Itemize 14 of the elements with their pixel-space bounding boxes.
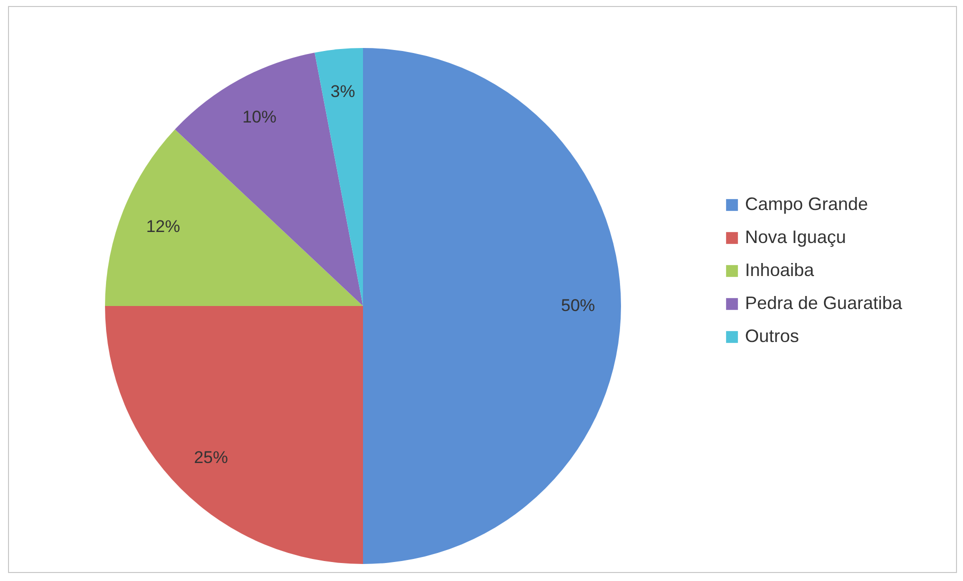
data-label: 50% <box>560 296 596 315</box>
data-label: 12% <box>146 216 180 236</box>
legend-label: Pedra de Guaratiba <box>745 293 904 313</box>
legend-label: Campo Grande <box>745 194 868 214</box>
legend-label: Inhoaiba <box>745 260 816 280</box>
legend-label: Nova Iguaçu <box>745 227 846 247</box>
pie-slice <box>314 48 363 306</box>
data-label: 25% <box>194 448 228 468</box>
data-label: 3% <box>330 82 356 101</box>
legend-label: Outros <box>745 326 800 346</box>
pie-slice <box>105 306 363 564</box>
pie-slice <box>363 48 620 564</box>
data-label: 10% <box>242 108 276 127</box>
pie-slice <box>105 129 363 306</box>
